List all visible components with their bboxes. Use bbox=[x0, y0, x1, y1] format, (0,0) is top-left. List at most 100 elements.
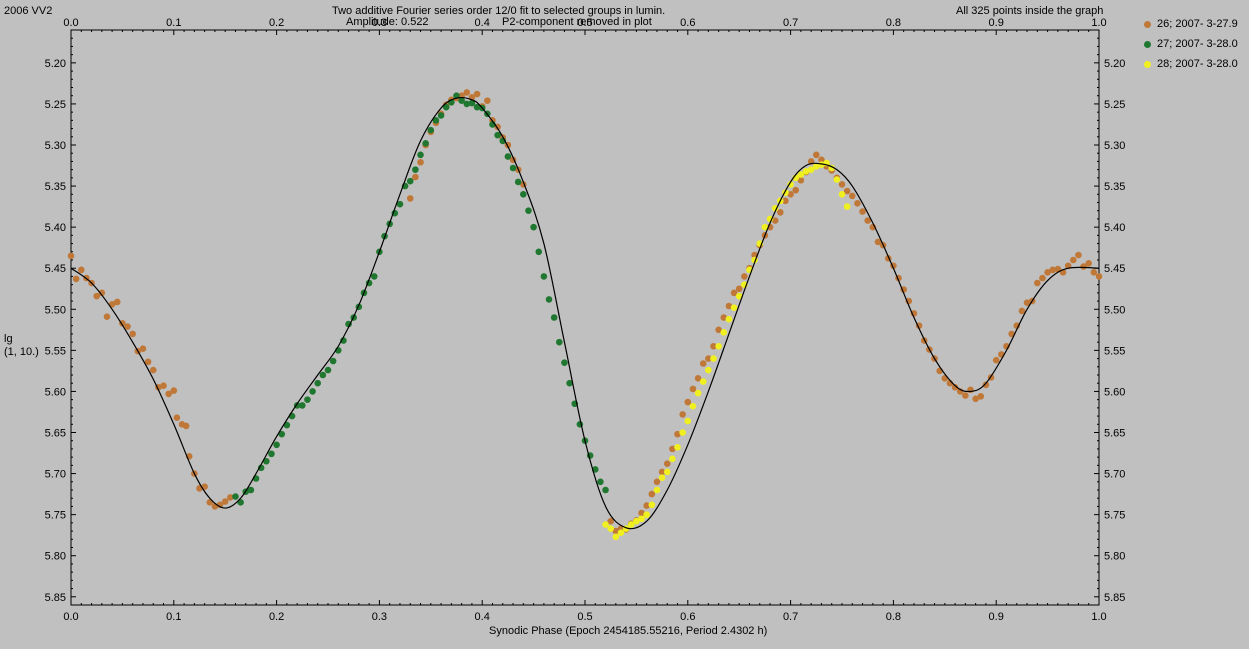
data-point-series-0 bbox=[103, 313, 111, 320]
data-point-series-0 bbox=[144, 358, 152, 366]
data-point-series-1 bbox=[602, 486, 609, 494]
x-tick-label-bottom: 0.7 bbox=[783, 611, 798, 623]
data-point-series-1 bbox=[329, 357, 337, 365]
y-tick-label-right: 5.85 bbox=[1104, 592, 1125, 604]
y-axis-label: lg (1, 10.) bbox=[4, 333, 39, 359]
y-tick-label-right: 5.75 bbox=[1104, 510, 1125, 522]
data-point-series-0 bbox=[705, 355, 712, 362]
data-point-series-0 bbox=[658, 468, 666, 476]
x-tick-label-bottom: 0.1 bbox=[166, 611, 181, 623]
y-tick-label-right: 5.30 bbox=[1104, 140, 1125, 152]
data-point-series-1 bbox=[556, 338, 563, 346]
data-point-series-0 bbox=[843, 187, 851, 195]
data-point-series-0 bbox=[741, 273, 748, 280]
data-point-series-0 bbox=[113, 298, 121, 306]
data-point-series-2 bbox=[787, 181, 794, 188]
y-tick-label-right: 5.65 bbox=[1104, 428, 1125, 440]
y-tick-label-left: 5.30 bbox=[45, 140, 66, 152]
data-point-series-0 bbox=[941, 374, 949, 382]
data-point-series-2 bbox=[627, 521, 635, 528]
x-tick-label-top: 0.3 bbox=[372, 17, 387, 29]
data-point-series-0 bbox=[165, 390, 172, 398]
data-point-series-2 bbox=[653, 486, 661, 494]
data-point-series-2 bbox=[761, 223, 769, 231]
x-tick-label-top: 0.7 bbox=[783, 17, 798, 29]
data-point-series-0 bbox=[221, 498, 229, 505]
data-point-series-0 bbox=[725, 302, 733, 310]
data-point-series-0 bbox=[1054, 265, 1062, 273]
data-point-series-2 bbox=[720, 328, 728, 336]
data-point-series-0 bbox=[951, 384, 959, 391]
y-tick-label-left: 5.20 bbox=[45, 58, 66, 70]
y-tick-label-left: 5.50 bbox=[45, 304, 66, 316]
data-point-series-1 bbox=[257, 464, 265, 472]
data-point-series-0 bbox=[612, 527, 620, 535]
plot-border bbox=[70, 29, 1100, 606]
data-point-series-1 bbox=[340, 337, 347, 344]
data-point-series-0 bbox=[173, 414, 181, 422]
data-point-series-0 bbox=[643, 502, 650, 509]
data-point-series-1 bbox=[509, 164, 517, 172]
x-tick-label-bottom: 0.5 bbox=[577, 611, 592, 623]
legend-label: 27; 2007- 3-28.0 bbox=[1157, 38, 1238, 50]
data-point-series-0 bbox=[417, 158, 424, 166]
data-point-series-0 bbox=[874, 238, 882, 246]
data-point-series-0 bbox=[967, 386, 974, 394]
x-tick-label-top: 1.0 bbox=[1091, 17, 1106, 29]
y-tick-label-left: 5.45 bbox=[45, 263, 66, 275]
data-point-series-1 bbox=[417, 151, 424, 159]
data-point-series-0 bbox=[684, 398, 692, 406]
data-point-series-1 bbox=[540, 273, 548, 280]
data-point-series-1 bbox=[458, 97, 465, 104]
data-point-series-1 bbox=[268, 450, 275, 458]
data-point-series-2 bbox=[699, 378, 707, 385]
data-point-series-0 bbox=[72, 275, 80, 283]
y-tick-label-right: 5.70 bbox=[1104, 469, 1125, 481]
x-tick-label-top: 0.6 bbox=[680, 17, 695, 29]
data-point-series-1 bbox=[406, 177, 414, 185]
data-point-series-0 bbox=[1085, 259, 1093, 267]
data-point-series-0 bbox=[864, 217, 871, 224]
data-point-series-2 bbox=[838, 190, 846, 198]
data-point-series-1 bbox=[232, 493, 239, 500]
y-tick-label-left: 5.55 bbox=[45, 345, 66, 357]
data-point-series-2 bbox=[684, 417, 692, 425]
data-point-series-0 bbox=[787, 190, 794, 198]
data-point-series-0 bbox=[93, 292, 100, 300]
data-point-series-0 bbox=[720, 314, 728, 321]
x-tick-label-bottom: 0.6 bbox=[680, 611, 695, 623]
data-point-series-1 bbox=[299, 402, 306, 409]
data-point-series-0 bbox=[771, 217, 779, 224]
axis-ticks: 0.0 0.0 0.1 0.1 0.2 0.2 0.3 0.3 0.4 0.4 0.5 0.5 0.6 0… bbox=[45, 17, 1126, 623]
data-point-series-1 bbox=[561, 359, 568, 366]
data-point-series-1 bbox=[468, 99, 476, 107]
data-point-series-2 bbox=[807, 166, 815, 173]
data-point-series-0 bbox=[962, 392, 969, 399]
data-point-series-1 bbox=[520, 190, 527, 198]
x-tick-label-top: 0.2 bbox=[269, 17, 284, 29]
legend: 26; 2007- 3-27.9 27; 2007- 3-28.0 28; 20… bbox=[1144, 14, 1238, 74]
data-point-series-2 bbox=[710, 355, 717, 362]
data-point-series-1 bbox=[273, 441, 280, 449]
data-point-series-2 bbox=[633, 517, 640, 525]
data-point-series-0 bbox=[982, 381, 990, 389]
data-point-series-2 bbox=[705, 366, 712, 374]
data-point-series-1 bbox=[473, 103, 481, 111]
data-point-series-0 bbox=[674, 430, 681, 438]
data-point-series-0 bbox=[1095, 273, 1103, 280]
y-axis-label-line2: (1, 10.) bbox=[4, 346, 39, 358]
data-point-series-1 bbox=[422, 140, 429, 147]
data-point-series-0 bbox=[98, 289, 106, 297]
data-point-series-0 bbox=[663, 460, 671, 468]
data-point-series-2 bbox=[617, 529, 625, 537]
data-point-series-0 bbox=[792, 186, 800, 194]
data-point-series-0 bbox=[648, 490, 656, 498]
data-point-series-1 bbox=[566, 379, 573, 387]
y-tick-label-right: 5.60 bbox=[1104, 386, 1125, 398]
data-point-series-0 bbox=[1018, 307, 1026, 315]
y-tick-label-left: 5.85 bbox=[45, 592, 66, 604]
y-tick-label-left: 5.65 bbox=[45, 428, 66, 440]
data-point-series-0 bbox=[972, 395, 979, 403]
data-point-series-2 bbox=[802, 167, 810, 175]
data-point-series-0 bbox=[1039, 274, 1046, 282]
